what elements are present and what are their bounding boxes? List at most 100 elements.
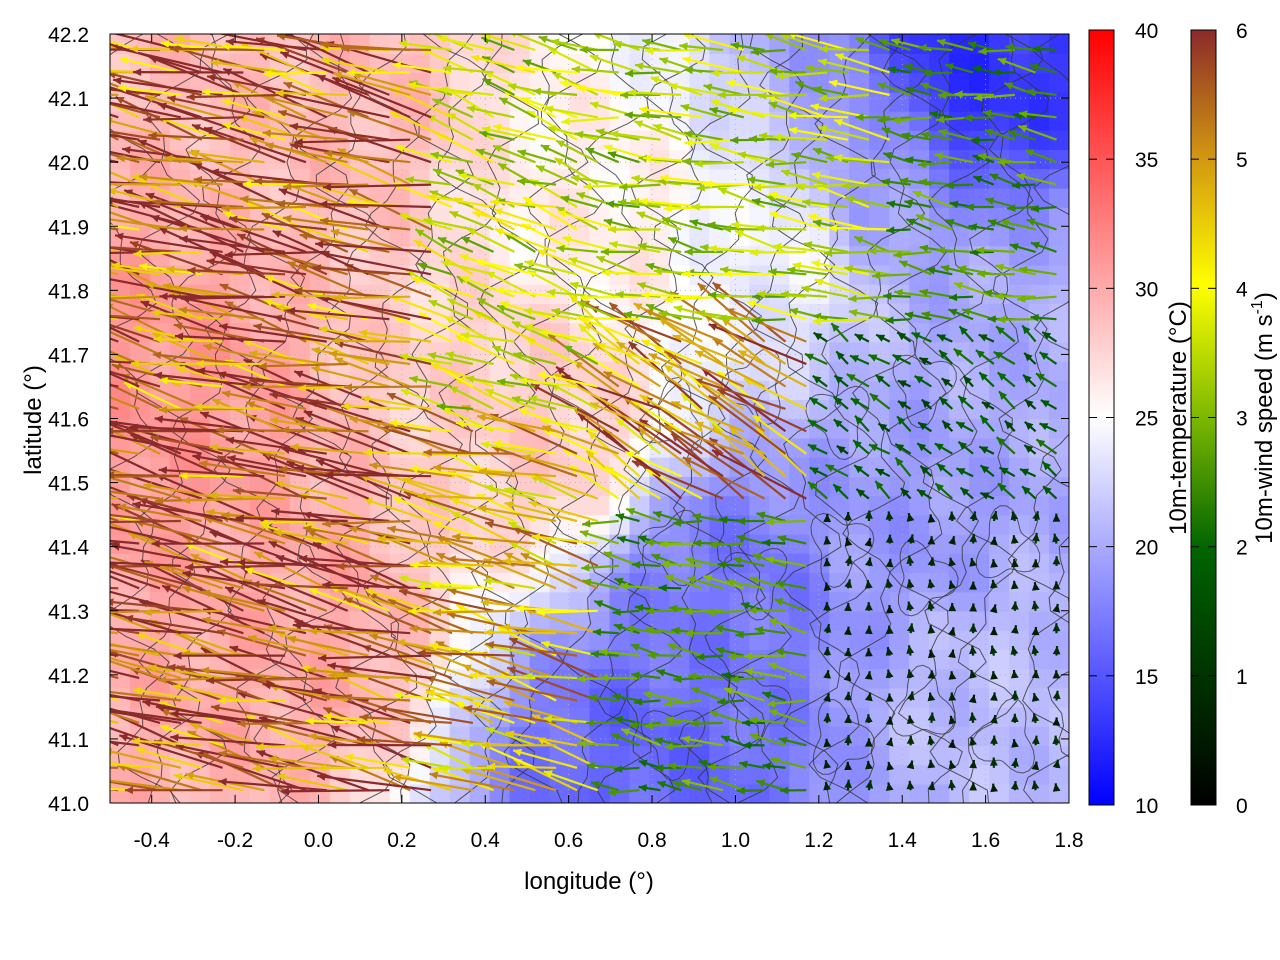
wind-arrow-shaft <box>305 719 369 724</box>
temperature-cell <box>1049 495 1069 516</box>
wind-arrow-head <box>948 715 957 725</box>
wind-arrow-head <box>477 413 486 422</box>
wind-arrow-head <box>959 326 968 335</box>
temperature-cell <box>849 322 870 343</box>
wind-arrow-head <box>906 645 915 654</box>
wind-arrow-shaft <box>110 556 140 567</box>
wind-arrow-shaft <box>110 519 181 524</box>
wind-arrow-head <box>582 519 591 528</box>
temperature-cell <box>869 207 890 227</box>
temperature-cell <box>1029 726 1050 747</box>
wind-arrow-head <box>253 323 263 331</box>
temperature-cell <box>409 533 431 554</box>
temperature-cell <box>849 207 870 227</box>
wind-arrow-head <box>1036 373 1045 381</box>
wind-arrow-head <box>1022 325 1031 335</box>
wind-arrow-head <box>317 764 326 772</box>
temperature-cell <box>929 226 950 247</box>
wind-arrow-shaft <box>221 205 307 210</box>
wind-arrow-shaft <box>202 344 286 366</box>
wind-arrow-head <box>1032 511 1040 520</box>
wind-arrow-shaft <box>419 561 494 567</box>
temperature-cell <box>569 495 591 516</box>
wind-arrow-shaft <box>110 780 161 792</box>
wind-arrow-shaft <box>585 449 641 500</box>
wind-arrow-head <box>1024 445 1034 453</box>
temperature-cell <box>749 322 771 343</box>
wind-arrow-head <box>38 652 47 660</box>
temperature-cell <box>349 418 371 439</box>
wind-arrow-head <box>152 333 162 341</box>
wind-arrow-head <box>512 321 521 329</box>
wind-arrow-head <box>885 737 894 747</box>
wind-arrow-shaft <box>110 708 202 724</box>
temperature-cell <box>110 745 131 766</box>
wind-arrow-shaft <box>110 788 119 792</box>
wind-arrow-shaft <box>262 451 348 478</box>
wind-arrow-shaft <box>110 766 119 769</box>
temperature-cell <box>689 630 711 650</box>
wind-arrow-head <box>1052 581 1061 590</box>
temperature-cell <box>689 591 711 612</box>
wind-arrow-shaft <box>478 651 557 680</box>
wind-arrow-head <box>726 578 735 587</box>
temperature-cell <box>929 418 950 439</box>
wind-arrow-head <box>672 780 682 789</box>
wind-arrow-head <box>159 292 168 301</box>
wind-arrow-head <box>531 714 541 722</box>
wind-arrow-head <box>392 774 402 782</box>
temperature-cell <box>989 610 1010 631</box>
temperature-cell <box>989 226 1010 247</box>
temperature-cell <box>969 476 990 497</box>
wind-arrow-head <box>427 352 437 360</box>
wind-arrow-head <box>1032 582 1040 591</box>
wind-arrow-head <box>927 670 936 679</box>
wind-arrow-shaft <box>175 744 286 769</box>
wind-arrow-shaft <box>439 741 515 769</box>
wind-arrow-shaft <box>669 290 745 343</box>
wind-arrow-head <box>9 301 18 308</box>
wind-arrow-shaft <box>562 447 620 478</box>
wind-arrow-head <box>119 734 129 742</box>
wind-arrow-head <box>752 316 761 325</box>
temperature-cell <box>729 514 751 535</box>
temperature-cell <box>789 495 811 516</box>
wind-arrow-head <box>98 126 107 133</box>
temperature-cell <box>749 610 771 631</box>
wind-arrow-shaft <box>209 530 307 567</box>
wind-arrow-head <box>638 759 648 768</box>
wind-arrow-head <box>90 262 99 270</box>
wind-arrow-head <box>885 669 894 679</box>
temperature-cell <box>1049 34 1069 54</box>
wind-arrow-head <box>1039 352 1049 360</box>
wind-arrow-head <box>528 500 538 508</box>
temperature-cell <box>889 745 910 766</box>
wind-arrow-head <box>744 668 753 676</box>
temperature-cell <box>389 457 411 477</box>
wind-arrow-head <box>447 555 456 564</box>
temperature-cell <box>1049 649 1069 670</box>
temperature-cell <box>1009 572 1030 593</box>
wind-arrow-head <box>541 640 550 649</box>
wind-arrow-head <box>927 536 936 545</box>
wind-arrow-head <box>749 576 759 584</box>
wind-arrow-head <box>336 562 345 571</box>
wind-arrow-head <box>725 308 735 316</box>
wind-arrow-head <box>323 712 332 721</box>
wind-arrow-shaft <box>531 535 598 545</box>
temperature-cell <box>569 591 591 612</box>
temperature-cell <box>949 418 970 439</box>
wind-arrow-head <box>780 290 789 299</box>
wind-arrow-shaft <box>299 744 369 769</box>
wind-arrow-head <box>50 250 58 258</box>
wind-arrow-head <box>322 580 331 589</box>
wind-arrow-head <box>257 598 266 607</box>
wind-arrow-shaft <box>210 705 307 724</box>
wind-arrow-shaft <box>332 295 411 300</box>
wind-arrow-head <box>469 671 478 680</box>
wind-arrow-shaft <box>670 400 745 433</box>
wind-arrow-shaft <box>388 420 453 433</box>
wind-arrow-shaft <box>248 351 327 366</box>
wind-arrow-shaft <box>178 308 265 321</box>
temperature-cell <box>729 245 751 266</box>
